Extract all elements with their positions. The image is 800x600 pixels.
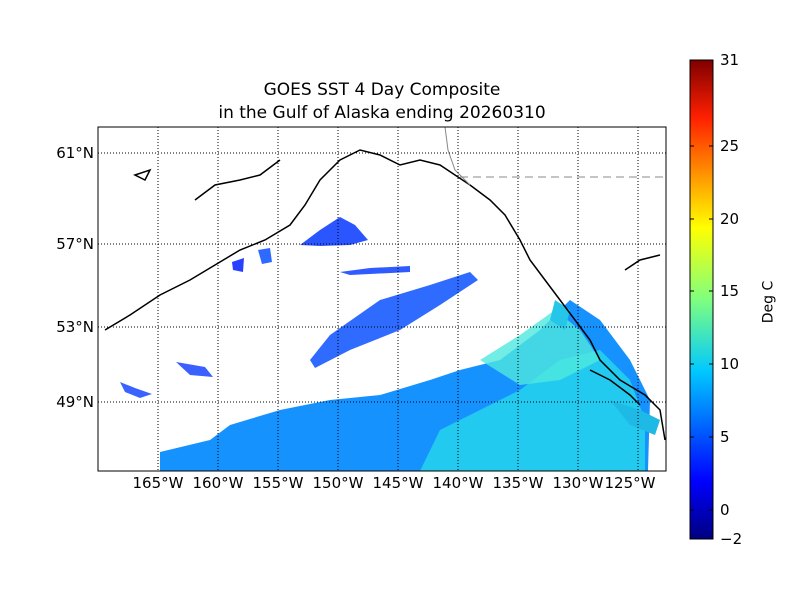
gridlines — [98, 127, 666, 471]
lon-label-150w: 150°W — [312, 474, 364, 492]
lon-label-145w: 145°W — [372, 474, 424, 492]
chart-title-line1: GOES SST 4 Day Composite — [263, 80, 501, 100]
colorbar-tick-5: 5 — [720, 428, 730, 446]
colorbar-tick-31: 31 — [720, 51, 740, 69]
lon-label-130w: 130°W — [552, 474, 604, 492]
colorbar-tick-25: 25 — [720, 137, 740, 155]
coastline — [104, 149, 666, 441]
colorbar-tick-0: 0 — [720, 501, 730, 519]
colorbar-tick-20: 20 — [720, 210, 740, 228]
lat-label-57: 57°N — [56, 235, 94, 253]
lon-label-155w: 155°W — [252, 474, 304, 492]
lon-label-140w: 140°W — [432, 474, 484, 492]
colorbar-label: Deg C — [760, 280, 777, 324]
lat-label-53: 53°N — [56, 318, 94, 336]
border-lines — [444, 127, 666, 186]
lon-label-165w: 165°W — [132, 474, 184, 492]
colorbar — [689, 59, 714, 540]
lon-label-135w: 135°W — [492, 474, 544, 492]
sst-field — [120, 217, 660, 471]
colorbar-ticks — [690, 145, 713, 511]
colorbar-tick-10: 10 — [720, 355, 740, 373]
chart-title-line2: in the Gulf of Alaska ending 20260310 — [218, 103, 546, 123]
lon-label-125w: 125°W — [604, 474, 656, 492]
map-frame — [97, 126, 667, 472]
colorbar-tick-minus2: −2 — [720, 530, 743, 548]
lat-label-61: 61°N — [56, 144, 94, 162]
colorbar-tick-15: 15 — [720, 282, 740, 300]
lon-label-160w: 160°W — [192, 474, 244, 492]
lat-label-49: 49°N — [56, 393, 94, 411]
